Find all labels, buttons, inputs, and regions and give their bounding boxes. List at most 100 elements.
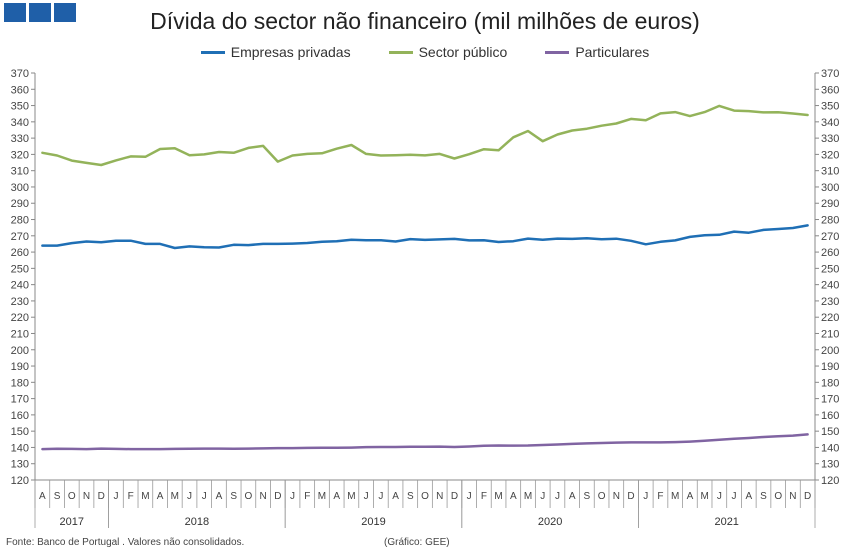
y-tick-label: 370 bbox=[11, 68, 29, 80]
y-tick-label: 230 bbox=[11, 296, 29, 308]
x-tick-label: S bbox=[54, 491, 61, 502]
series-line-2 bbox=[41, 433, 809, 451]
y-tick-label: 190 bbox=[821, 361, 839, 373]
y-tick-label: 170 bbox=[11, 394, 29, 406]
y-tick-label: 200 bbox=[821, 345, 839, 357]
x-tick-label: N bbox=[789, 491, 796, 502]
year-label: 2018 bbox=[185, 516, 209, 528]
y-tick-label: 340 bbox=[821, 117, 839, 129]
y-tick-label: 170 bbox=[821, 394, 839, 406]
y-tick-label: 320 bbox=[821, 149, 839, 161]
x-tick-label: J bbox=[187, 491, 192, 502]
y-tick-label: 330 bbox=[821, 133, 839, 145]
x-tick-label: N bbox=[259, 491, 266, 502]
y-tick-label: 280 bbox=[821, 215, 839, 227]
x-tick-label: S bbox=[407, 491, 414, 502]
y-tick-label: 310 bbox=[11, 166, 29, 178]
year-label: 2017 bbox=[60, 516, 84, 528]
x-tick-label: A bbox=[333, 491, 340, 502]
y-tick-label: 250 bbox=[821, 263, 839, 275]
legend-swatch bbox=[200, 50, 225, 54]
y-tick-label: 120 bbox=[821, 475, 839, 487]
x-tick-label: J bbox=[113, 491, 118, 502]
y-tick-label: 160 bbox=[11, 410, 29, 422]
y-tick-label: 270 bbox=[821, 231, 839, 243]
legend-item-particulares: Particulares bbox=[545, 44, 649, 60]
y-tick-label: 360 bbox=[11, 84, 29, 96]
x-tick-label: S bbox=[230, 491, 237, 502]
y-tick-label: 270 bbox=[11, 231, 29, 243]
x-tick-label: M bbox=[494, 491, 502, 502]
y-tick-label: 220 bbox=[11, 312, 29, 324]
y-tick-label: 300 bbox=[821, 182, 839, 194]
legend-swatch bbox=[545, 50, 570, 54]
y-tick-label: 260 bbox=[821, 247, 839, 259]
x-tick-label: O bbox=[245, 491, 253, 502]
x-tick-label: O bbox=[774, 491, 782, 502]
x-tick-label: A bbox=[745, 491, 752, 502]
logo-square bbox=[54, 3, 76, 22]
x-tick-label: N bbox=[436, 491, 443, 502]
x-tick-label: M bbox=[171, 491, 179, 502]
y-tick-label: 130 bbox=[821, 459, 839, 471]
y-tick-label: 290 bbox=[821, 198, 839, 210]
x-tick-label: O bbox=[421, 491, 429, 502]
x-tick-label: A bbox=[39, 491, 46, 502]
y-tick-label: 120 bbox=[11, 475, 29, 487]
y-tick-label: 210 bbox=[11, 328, 29, 340]
x-tick-label: D bbox=[627, 491, 634, 502]
legend-item-sector-publico: Sector público bbox=[388, 44, 508, 60]
series-line-1 bbox=[41, 104, 809, 167]
x-tick-label: F bbox=[657, 491, 663, 502]
x-tick-label: M bbox=[347, 491, 355, 502]
x-tick-label: J bbox=[378, 491, 383, 502]
y-tick-label: 370 bbox=[821, 68, 839, 80]
y-tick-label: 290 bbox=[11, 198, 29, 210]
y-tick-label: 220 bbox=[821, 312, 839, 324]
y-tick-label: 200 bbox=[11, 345, 29, 357]
x-tick-label: A bbox=[216, 491, 223, 502]
x-tick-label: J bbox=[717, 491, 722, 502]
y-tick-label: 140 bbox=[821, 442, 839, 454]
x-tick-label: A bbox=[392, 491, 399, 502]
y-tick-label: 360 bbox=[821, 84, 839, 96]
x-tick-label: J bbox=[467, 491, 472, 502]
y-tick-label: 150 bbox=[821, 426, 839, 438]
x-tick-label: A bbox=[687, 491, 694, 502]
y-tick-label: 190 bbox=[11, 361, 29, 373]
year-label: 2020 bbox=[538, 516, 562, 528]
legend-item-empresas: Empresas privadas bbox=[200, 44, 351, 60]
series-line-0 bbox=[41, 224, 809, 250]
y-tick-label: 250 bbox=[11, 263, 29, 275]
x-tick-label: N bbox=[613, 491, 620, 502]
x-tick-label: D bbox=[451, 491, 458, 502]
chart-title: Dívida do sector não financeiro (mil mil… bbox=[150, 8, 700, 34]
y-tick-label: 350 bbox=[821, 101, 839, 113]
legend-label: Particulares bbox=[575, 44, 650, 60]
year-label: 2021 bbox=[714, 516, 738, 528]
x-tick-label: A bbox=[510, 491, 517, 502]
credit-note: (Gráfico: GEE) bbox=[384, 537, 450, 548]
y-tick-label: 330 bbox=[11, 133, 29, 145]
legend: Empresas privadas Sector público Particu… bbox=[0, 44, 850, 60]
year-label: 2019 bbox=[361, 516, 385, 528]
x-tick-label: F bbox=[128, 491, 134, 502]
y-tick-label: 160 bbox=[821, 410, 839, 422]
x-tick-label: J bbox=[364, 491, 369, 502]
y-tick-label: 300 bbox=[11, 182, 29, 194]
x-tick-label: M bbox=[671, 491, 679, 502]
legend-swatch bbox=[388, 50, 413, 54]
x-tick-label: J bbox=[540, 491, 545, 502]
x-tick-label: S bbox=[760, 491, 767, 502]
legend-label: Sector público bbox=[418, 44, 508, 60]
x-tick-label: A bbox=[157, 491, 164, 502]
source-note: Fonte: Banco de Portugal . Valores não c… bbox=[6, 537, 245, 548]
x-tick-label: M bbox=[524, 491, 532, 502]
x-tick-label: A bbox=[569, 491, 576, 502]
x-tick-label: O bbox=[68, 491, 76, 502]
y-tick-label: 350 bbox=[11, 101, 29, 113]
y-tick-label: 240 bbox=[11, 280, 29, 292]
x-tick-label: J bbox=[290, 491, 295, 502]
y-tick-label: 140 bbox=[11, 442, 29, 454]
